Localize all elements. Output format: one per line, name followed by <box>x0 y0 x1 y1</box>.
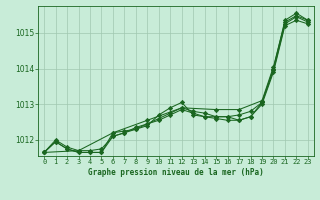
X-axis label: Graphe pression niveau de la mer (hPa): Graphe pression niveau de la mer (hPa) <box>88 168 264 177</box>
